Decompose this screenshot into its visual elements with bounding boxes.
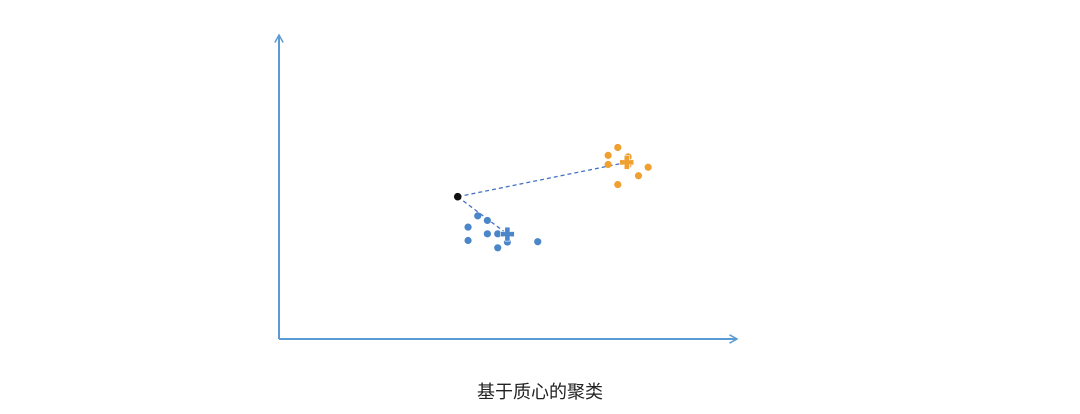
orange-centroid-marker bbox=[619, 155, 635, 170]
orange-cluster-point bbox=[604, 151, 612, 159]
distance-links bbox=[457, 161, 627, 235]
orange-cluster-point bbox=[614, 143, 622, 152]
orange-cluster-point bbox=[604, 160, 612, 169]
orange-cluster-point bbox=[634, 172, 643, 180]
blue-cluster-point bbox=[483, 230, 491, 238]
data-points bbox=[453, 143, 652, 252]
blue-cluster-point bbox=[534, 238, 542, 246]
blue-cluster-point bbox=[483, 216, 491, 225]
orange-cluster-point bbox=[644, 163, 652, 171]
blue-cluster-point bbox=[494, 230, 502, 238]
link-to-blue-centroid bbox=[457, 196, 508, 235]
blue-centroid-marker bbox=[500, 226, 515, 242]
link-to-orange-centroid bbox=[457, 161, 627, 198]
query-point bbox=[453, 192, 462, 201]
diagram-caption: 基于质心的聚类 bbox=[477, 382, 603, 403]
orange-cluster-point bbox=[614, 180, 622, 189]
blue-cluster-point bbox=[474, 212, 482, 220]
blue-cluster-point bbox=[494, 244, 502, 252]
blue-cluster-point bbox=[464, 236, 472, 245]
blue-cluster-point bbox=[464, 223, 472, 231]
